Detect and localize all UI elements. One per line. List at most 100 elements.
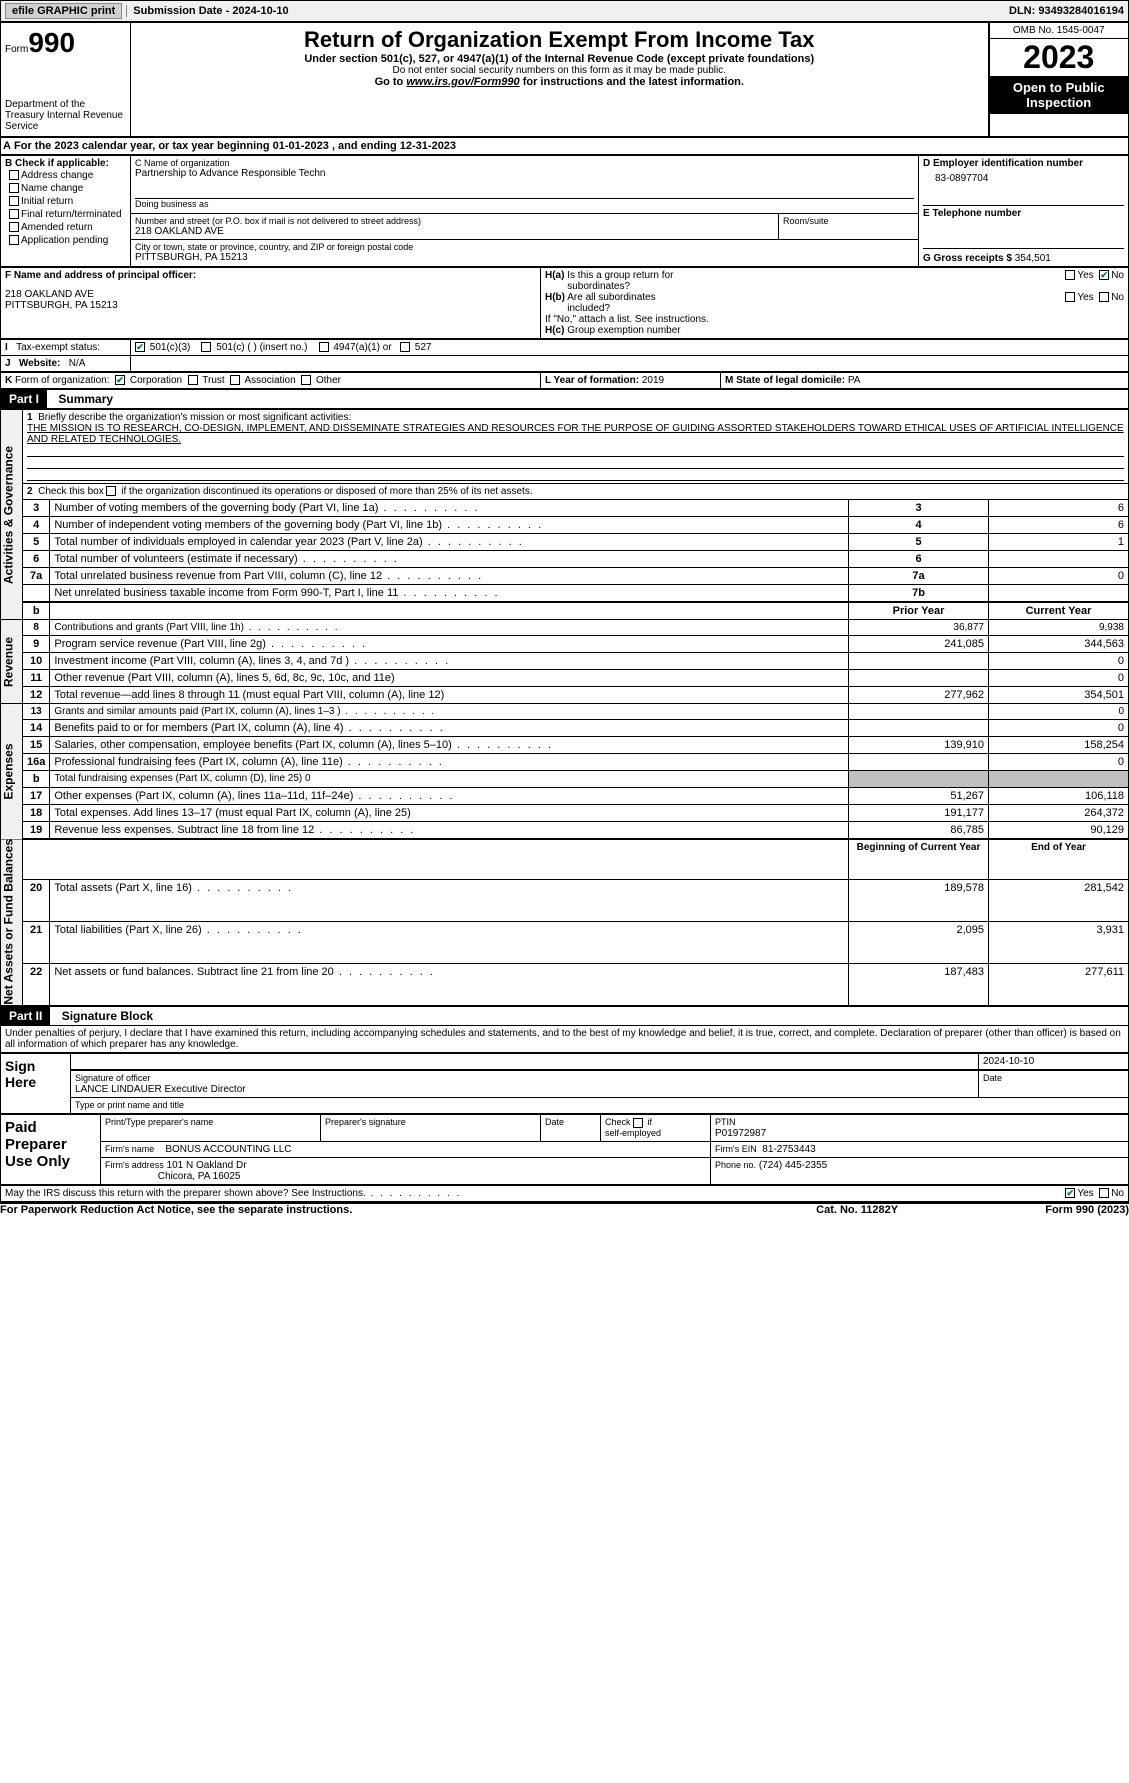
c-label: C Name of organization [135,158,914,168]
k-other[interactable] [301,375,311,385]
addr-change-check[interactable] [9,170,19,180]
dln-label: DLN: 93493284016194 [1009,5,1124,17]
self-emp-check[interactable] [633,1118,643,1128]
final-return-check[interactable] [9,209,19,219]
e-label: E Telephone number [923,206,1124,219]
discuss-row: May the IRS discuss this return with the… [0,1185,1129,1202]
k-assoc[interactable] [230,375,240,385]
city-label: City or town, state or province, country… [135,242,914,252]
i-label: Tax-exempt status: [16,342,100,353]
street-value: 218 OAKLAND AVE [135,226,774,237]
sig-off-label: Signature of officer [75,1073,150,1083]
city-value: PITTSBURGH, PA 15213 [135,252,914,263]
part2-title: Signature Block [54,1009,153,1023]
ein-value: 83-0897704 [923,169,1124,188]
d-label: D Employer identification number [923,158,1124,169]
firm-addr2: Chicora, PA 16025 [158,1171,241,1182]
501c3-check[interactable] [135,342,145,352]
line2-check[interactable] [106,486,116,496]
part1-table: Activities & Governance 1 Briefly descri… [0,409,1129,1006]
f-label: F Name and address of principal officer: [5,270,536,281]
omb-label: OMB No. 1545-0047 [990,23,1129,39]
perjury-decl: Under penalties of perjury, I declare th… [0,1026,1129,1053]
dba-label: Doing business as [135,199,914,209]
firm-addr1: 101 N Oakland Dr [167,1160,247,1171]
app-pending-check[interactable] [9,235,19,245]
g-value: 354,501 [1015,253,1051,264]
amended-check[interactable] [9,222,19,232]
efile-label: efile GRAPHIC print [5,3,122,19]
501c-check[interactable] [201,342,211,352]
form-word: Form [5,44,28,55]
k-trust[interactable] [188,375,198,385]
part1-title: Summary [50,392,113,406]
discuss-text: May the IRS discuss this return with the… [5,1188,366,1199]
identity-block: B Check if applicable: Address change Na… [0,155,1129,267]
paid-prep: Paid Preparer Use Only [1,1115,101,1185]
f-addr1: 218 OAKLAND AVE [5,289,536,300]
firm-name: BONUS ACCOUNTING LLC [165,1144,291,1155]
org-name: Partnership to Advance Responsible Techn [135,168,914,179]
room-label: Room/suite [783,216,914,226]
submission-date: Submission Date - 2024-10-10 [126,5,288,17]
curr-hdr: Current Year [989,602,1129,620]
type-label: Type or print name and title [75,1100,184,1110]
sig-date: 2024-10-10 [979,1054,1129,1071]
form-title: Return of Organization Exempt From Incom… [135,27,984,53]
k-label: Form of organization: [15,375,110,386]
sig-name: LANCE LINDAUER Executive Director [75,1084,246,1095]
preparer-block: Paid Preparer Use Only Print/Type prepar… [0,1114,1129,1185]
527-check[interactable] [400,342,410,352]
beg-hdr: Beginning of Current Year [849,839,989,880]
vert-gov: Activities & Governance [1,445,15,583]
l-label: L Year of formation: [545,375,642,386]
discuss-no[interactable] [1099,1188,1109,1198]
cal-year-text: For the 2023 calendar year, or tax year … [14,140,456,152]
form-sub1: Under section 501(c), 527, or 4947(a)(1)… [135,53,984,65]
ha-yes[interactable] [1065,270,1075,280]
top-bar: efile GRAPHIC print Submission Date - 20… [0,0,1129,22]
end-hdr: End of Year [989,839,1129,880]
sign-here: Sign Here [1,1054,71,1114]
j-val: N/A [69,358,86,369]
signature-block: Sign Here 2024-10-10 Signature of office… [0,1053,1129,1114]
vert-net: Net Assets or Fund Balances [1,840,15,1006]
form-ref: Form 990 (2023) [946,1203,1129,1216]
vert-rev: Revenue [1,636,15,686]
addr-label: Number and street (or P.O. box if mail i… [135,216,774,226]
goto-pre: Go to [375,76,407,88]
g-label: G Gross receipts $ [923,253,1015,264]
goto-post: for instructions and the latest informat… [520,76,744,88]
hb-yes[interactable] [1065,292,1075,302]
4947-check[interactable] [319,342,329,352]
ij-block: I Tax-exempt status: 501(c)(3) 501(c) ( … [0,339,1129,372]
line1-label: Briefly describe the organization's miss… [38,412,351,423]
part2-bar: Part II Signature Block [0,1006,1129,1026]
j-label: Website: [19,358,61,369]
m-label: M State of legal domicile: [725,375,848,386]
date-label: Date [983,1073,1002,1083]
part1-bar: Part I Summary [0,389,1129,409]
b-label: B Check if applicable: [5,158,126,169]
open-public: Open to Public Inspection [990,76,1129,114]
phone-val: (724) 445-2355 [759,1160,827,1171]
discuss-yes[interactable] [1065,1188,1075,1198]
initial-return-check[interactable] [9,196,19,206]
vert-exp: Expenses [1,743,15,799]
irs-link[interactable]: www.irs.gov/Form990 [406,76,519,88]
k-corp[interactable] [115,375,125,385]
tax-year: 2023 [990,39,1129,76]
name-change-check[interactable] [9,183,19,193]
m-val: PA [848,375,861,386]
hb-no[interactable] [1099,292,1109,302]
form-number: 990 [28,27,75,58]
ptin-val: P01972987 [715,1128,766,1139]
footer: For Paperwork Reduction Act Notice, see … [0,1202,1129,1216]
l-val: 2019 [642,375,664,386]
section-a-row: A For the 2023 calendar year, or tax yea… [0,137,1129,155]
cat-no: Cat. No. 11282Y [768,1203,947,1216]
part2-label: Part II [1,1007,50,1025]
dept-label: Department of the Treasury Internal Reve… [5,99,126,132]
part1-label: Part I [1,390,47,408]
ha-no[interactable] [1099,270,1109,280]
